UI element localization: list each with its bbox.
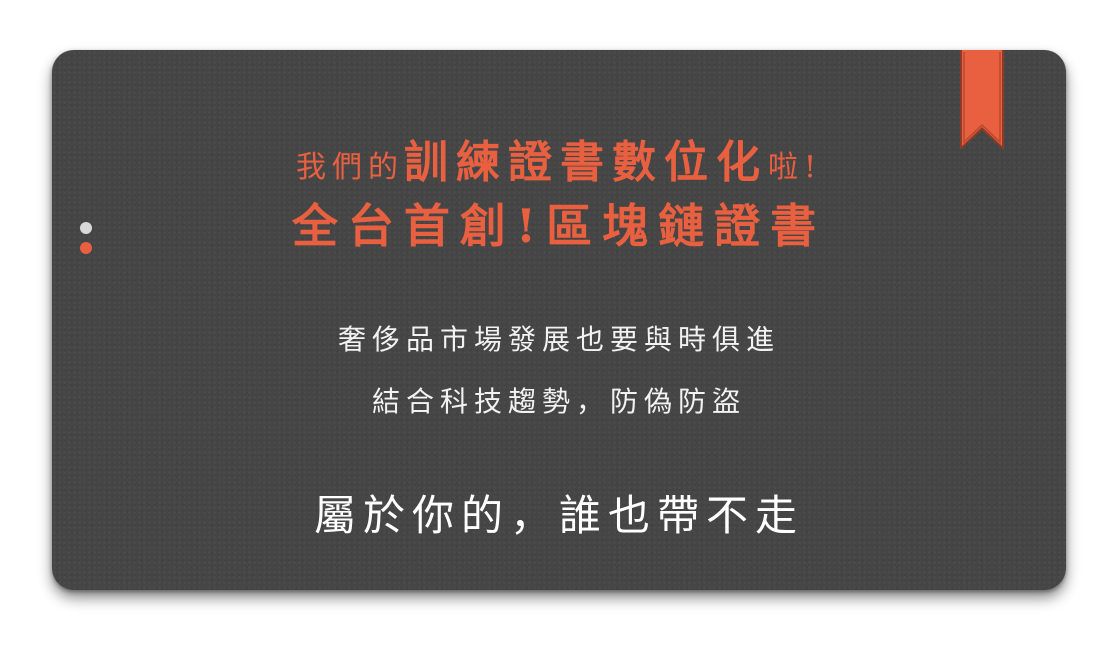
headline-line-1: 我們的訓練證書數位化啦! bbox=[52, 126, 1066, 190]
pagination-dot-active[interactable] bbox=[80, 242, 92, 254]
headline-line-2: 全台首創!區塊鏈證書 bbox=[291, 199, 827, 253]
headline-suffix: 啦! bbox=[767, 150, 823, 185]
certificate-card: 我們的訓練證書數位化啦! 全台首創!區塊鏈證書 奢侈品市場發展也要與時俱進 結合… bbox=[52, 50, 1066, 590]
body-text-line-1: 奢侈品市場發展也要與時俱進 bbox=[337, 323, 780, 356]
tagline: 屬於你的，誰也帶不走 bbox=[313, 491, 804, 540]
bookmark-ribbon-icon bbox=[960, 50, 1004, 150]
pagination-dot-inactive[interactable] bbox=[80, 222, 92, 234]
body-text-line-2: 結合科技趨勢，防偽防盜 bbox=[371, 385, 746, 418]
headline-emphasis: 訓練證書數位化 bbox=[403, 137, 768, 188]
headline-prefix: 我們的 bbox=[295, 150, 404, 185]
pagination-dots-icon bbox=[80, 222, 94, 262]
